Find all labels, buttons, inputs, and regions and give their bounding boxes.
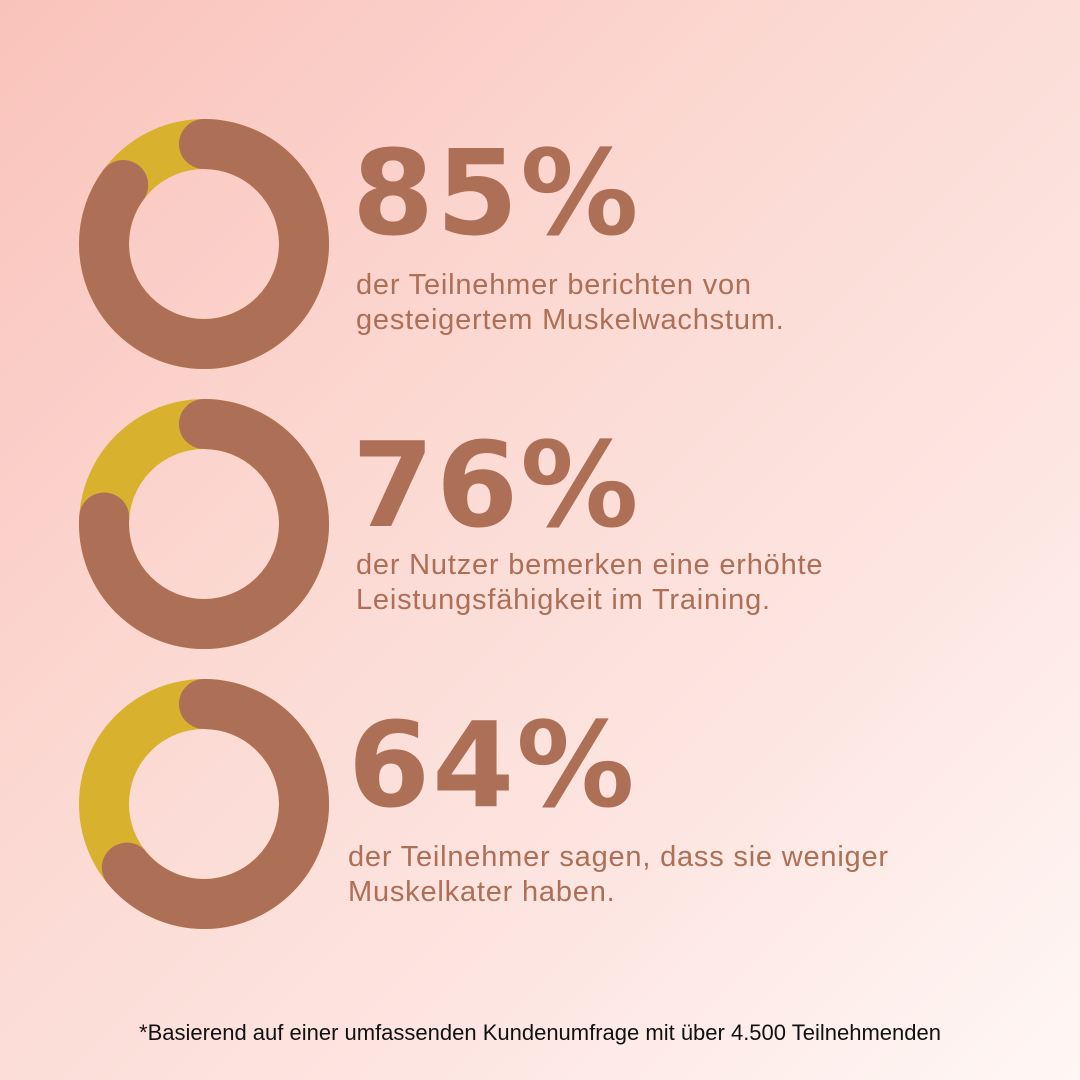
stat-description: der Teilnehmer sagen, dass sie weniger M… (348, 840, 1048, 910)
stat-percentage: 85% (352, 124, 641, 262)
description-line: Leistungsfähigkeit im Training. (356, 584, 771, 616)
description-line: gesteigertem Muskelwachstum. (356, 304, 785, 336)
donut-value-segment (79, 119, 329, 369)
donut-chart (79, 399, 329, 649)
stat-percentage: 64% (348, 696, 637, 834)
donut-chart (79, 119, 329, 369)
donut-value-segment (79, 399, 329, 649)
donut-chart (79, 679, 329, 929)
footnote: *Basierend auf einer umfassenden Kundenu… (139, 1020, 941, 1045)
donut-value-segment (79, 679, 329, 929)
stat-block-3: 64% der Teilnehmer sagen, dass sie wenig… (0, 678, 1080, 938)
description-line: der Teilnehmer berichten von (356, 269, 752, 301)
stat-block-2: 76% der Nutzer bemerken eine erhöhte Lei… (0, 398, 1080, 658)
stat-description: der Nutzer bemerken eine erhöhte Leistun… (356, 548, 1056, 618)
stat-percentage: 76% (352, 416, 641, 554)
description-line: Muskelkater haben. (348, 876, 616, 908)
stat-block-1: 85% der Teilnehmer berichten von gesteig… (0, 118, 1080, 378)
description-line: der Teilnehmer sagen, dass sie weniger (348, 841, 889, 873)
stat-description: der Teilnehmer berichten von gesteigerte… (356, 268, 1056, 338)
description-line: der Nutzer bemerken eine erhöhte (356, 549, 824, 581)
